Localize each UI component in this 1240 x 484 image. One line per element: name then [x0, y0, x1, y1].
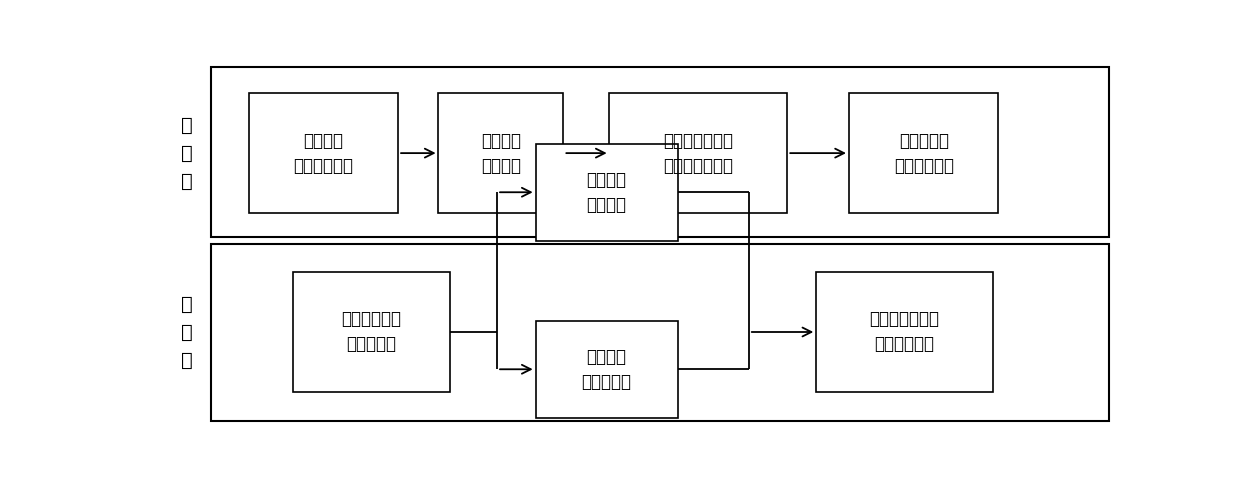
- Text: 选择目标
区域停车: 选择目标 区域停车: [481, 132, 521, 175]
- Text: 停车点为
商业中心: 停车点为 商业中心: [587, 171, 626, 214]
- Text: 驱车到达
停车换乘中心: 驱车到达 停车换乘中心: [293, 132, 353, 175]
- Text: 步行或使用共享
单车至目的地: 步行或使用共享 单车至目的地: [869, 311, 940, 353]
- FancyBboxPatch shape: [249, 93, 398, 213]
- Text: 沿步行通道及手
扶电梯至候车室: 沿步行通道及手 扶电梯至候车室: [663, 132, 733, 175]
- FancyBboxPatch shape: [439, 93, 563, 213]
- FancyBboxPatch shape: [609, 93, 787, 213]
- Text: 班车直接到达
市内停车点: 班车直接到达 市内停车点: [341, 311, 402, 353]
- FancyBboxPatch shape: [536, 321, 678, 418]
- FancyBboxPatch shape: [816, 272, 993, 392]
- FancyBboxPatch shape: [293, 272, 450, 392]
- FancyBboxPatch shape: [211, 67, 1110, 237]
- Text: 待班车到达
依次排队乘车: 待班车到达 依次排队乘车: [894, 132, 954, 175]
- Text: 换
乘
后: 换 乘 后: [181, 294, 192, 369]
- Text: 停车点为
商业写字楼: 停车点为 商业写字楼: [582, 348, 631, 391]
- FancyBboxPatch shape: [849, 93, 998, 213]
- FancyBboxPatch shape: [536, 144, 678, 241]
- FancyBboxPatch shape: [211, 244, 1110, 422]
- Text: 换
乘
前: 换 乘 前: [181, 116, 192, 191]
